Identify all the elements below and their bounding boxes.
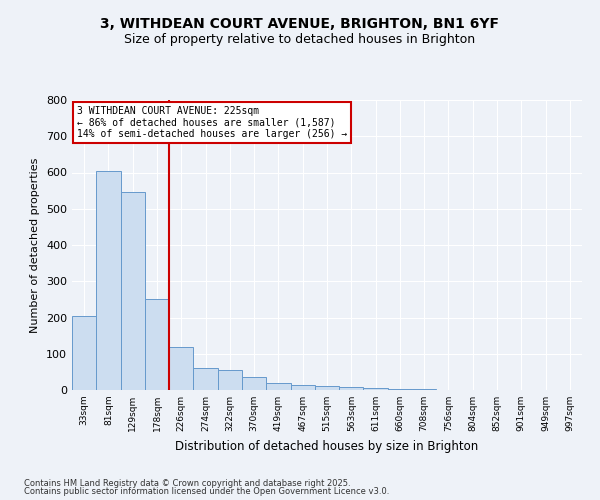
Bar xyxy=(145,300,169,390)
Bar xyxy=(242,378,266,390)
Bar xyxy=(193,368,218,390)
Text: Size of property relative to detached houses in Brighton: Size of property relative to detached ho… xyxy=(124,32,476,46)
Bar xyxy=(266,383,290,390)
Bar xyxy=(315,386,339,390)
Bar xyxy=(339,387,364,390)
Bar xyxy=(388,389,412,390)
Y-axis label: Number of detached properties: Number of detached properties xyxy=(31,158,40,332)
Bar xyxy=(121,192,145,390)
Text: Contains public sector information licensed under the Open Government Licence v3: Contains public sector information licen… xyxy=(24,487,389,496)
Bar xyxy=(96,170,121,390)
Bar xyxy=(364,388,388,390)
X-axis label: Distribution of detached houses by size in Brighton: Distribution of detached houses by size … xyxy=(175,440,479,452)
Text: Contains HM Land Registry data © Crown copyright and database right 2025.: Contains HM Land Registry data © Crown c… xyxy=(24,478,350,488)
Text: 3, WITHDEAN COURT AVENUE, BRIGHTON, BN1 6YF: 3, WITHDEAN COURT AVENUE, BRIGHTON, BN1 … xyxy=(101,18,499,32)
Bar xyxy=(290,384,315,390)
Bar xyxy=(169,346,193,390)
Bar xyxy=(72,316,96,390)
Bar xyxy=(218,370,242,390)
Text: 3 WITHDEAN COURT AVENUE: 225sqm
← 86% of detached houses are smaller (1,587)
14%: 3 WITHDEAN COURT AVENUE: 225sqm ← 86% of… xyxy=(77,106,347,139)
